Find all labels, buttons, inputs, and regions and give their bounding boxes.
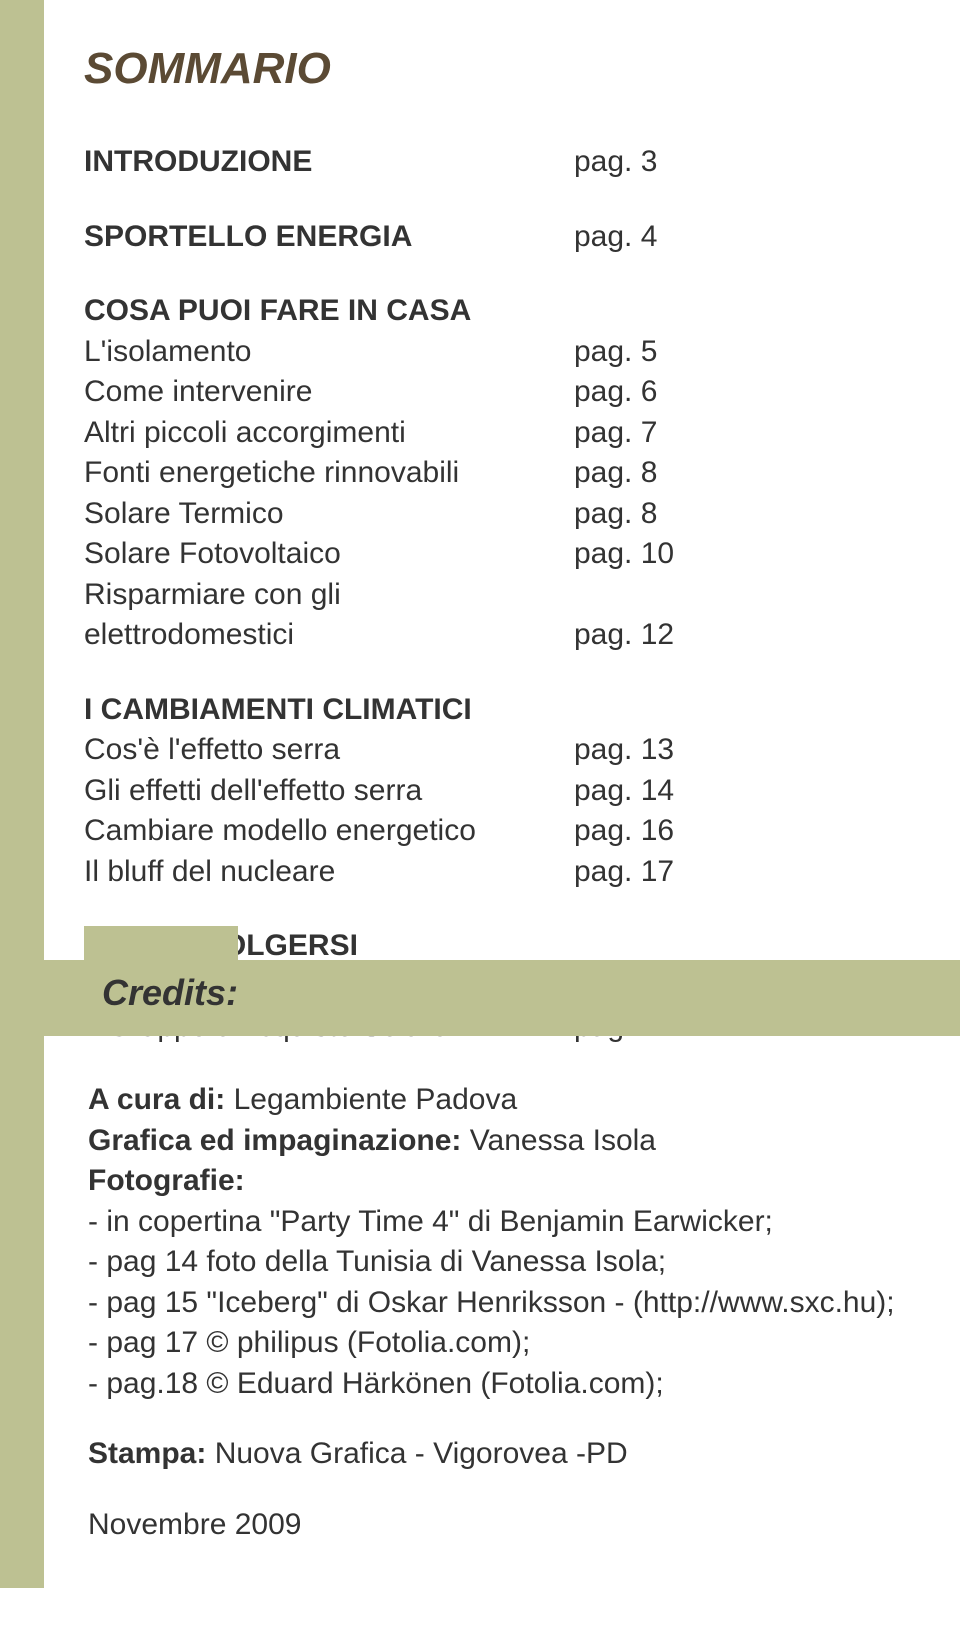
toc-row: INTRODUZIONE pag. 3 [84, 142, 920, 183]
toc-label: elettrodomestici [84, 615, 574, 656]
credits-line: - in copertina "Party Time 4" di Benjami… [88, 1202, 920, 1243]
toc-page: pag. 16 [574, 811, 674, 852]
toc-label: INTRODUZIONE [84, 142, 574, 183]
toc-page: pag. 8 [574, 494, 657, 535]
toc-label: I CAMBIAMENTI CLIMATICI [84, 690, 574, 731]
toc-row: Cos'è l'effetto serra pag. 13 [84, 730, 920, 771]
toc-row: Cambiare modello energetico pag. 16 [84, 811, 920, 852]
toc-page: pag. 12 [574, 615, 674, 656]
credits-line: A cura di: Legambiente Padova [88, 1080, 920, 1121]
toc-label: Risparmiare con gli [84, 575, 574, 616]
credits-line: Stampa: Nuova Grafica - Vigorovea -PD [88, 1434, 920, 1475]
toc-page: pag. 10 [574, 534, 674, 575]
toc-label: Gli effetti dell'effetto serra [84, 771, 574, 812]
toc-page: pag. 8 [574, 453, 657, 494]
toc-label: Fonti energetiche rinnovabili [84, 453, 574, 494]
toc-page: pag. 6 [574, 372, 657, 413]
credits-text: Vanessa Isola [470, 1124, 656, 1157]
toc-row: Risparmiare con gli [84, 575, 920, 616]
left-stripe [0, 0, 44, 1588]
gap [84, 183, 920, 217]
credits-bold: Stampa: [88, 1437, 215, 1470]
credits-line: - pag 15 "Iceberg" di Oskar Henriksson -… [88, 1283, 920, 1324]
toc-page: pag. 17 [574, 852, 674, 893]
toc-label: COSA PUOI FARE IN CASA [84, 291, 574, 332]
toc-row: SPORTELLO ENERGIA pag. 4 [84, 217, 920, 258]
page-title: SOMMARIO [84, 44, 920, 94]
credits-bold: A cura di: [88, 1083, 234, 1116]
toc-label: Solare Fotovoltaico [84, 534, 574, 575]
credits-heading: Credits: [102, 972, 238, 1014]
toc-page: pag. 4 [574, 217, 657, 258]
toc-row: Solare Fotovoltaico pag. 10 [84, 534, 920, 575]
toc-label: Solare Termico [84, 494, 574, 535]
credits-line: - pag 14 foto della Tunisia di Vanessa I… [88, 1242, 920, 1283]
toc-page: pag. 3 [574, 142, 657, 183]
credits-line: Fotografie: [88, 1161, 920, 1202]
toc-row: Il bluff del nucleare pag. 17 [84, 852, 920, 893]
toc-row: elettrodomestici pag. 12 [84, 615, 920, 656]
gap [84, 257, 920, 291]
toc-label: L'isolamento [84, 332, 574, 373]
toc-row: Fonti energetiche rinnovabili pag. 8 [84, 453, 920, 494]
toc-label: Il bluff del nucleare [84, 852, 574, 893]
gap [84, 656, 920, 690]
credits-bold: Grafica ed impaginazione: [88, 1124, 470, 1157]
toc-row: I CAMBIAMENTI CLIMATICI [84, 690, 920, 731]
credits-line: Grafica ed impaginazione: Vanessa Isola [88, 1121, 920, 1162]
toc-row: Altri piccoli accorgimenti pag. 7 [84, 413, 920, 454]
gap [88, 1475, 920, 1505]
toc-row: Come intervenire pag. 6 [84, 372, 920, 413]
gap [84, 892, 920, 926]
toc-page: pag. 13 [574, 730, 674, 771]
credits-section: Credits: A cura di: Legambiente Padova G… [44, 960, 960, 1545]
toc-label: Cos'è l'effetto serra [84, 730, 574, 771]
toc-page: pag. 5 [574, 332, 657, 373]
gap [88, 1404, 920, 1434]
toc-label: Altri piccoli accorgimenti [84, 413, 574, 454]
toc-row: Solare Termico pag. 8 [84, 494, 920, 535]
credits-tab [84, 926, 238, 960]
content-area: SOMMARIO INTRODUZIONE pag. 3 SPORTELLO E… [84, 44, 920, 1048]
page: SOMMARIO INTRODUZIONE pag. 3 SPORTELLO E… [0, 0, 960, 1643]
credits-header-bg: Credits: [44, 960, 960, 1036]
credits-body: A cura di: Legambiente Padova Grafica ed… [44, 1036, 960, 1545]
credits-line: - pag 17 © philipus (Fotolia.com); [88, 1323, 920, 1364]
toc-row: COSA PUOI FARE IN CASA [84, 291, 920, 332]
toc-row: Gli effetti dell'effetto serra pag. 14 [84, 771, 920, 812]
credits-line: - pag.18 © Eduard Härkönen (Fotolia.com)… [88, 1364, 920, 1405]
toc-label: Cambiare modello energetico [84, 811, 574, 852]
toc-label: SPORTELLO ENERGIA [84, 217, 574, 258]
toc-row: L'isolamento pag. 5 [84, 332, 920, 373]
credits-text: Legambiente Padova [234, 1083, 518, 1116]
credits-text: Nuova Grafica - Vigorovea -PD [215, 1437, 628, 1470]
toc-page: pag. 14 [574, 771, 674, 812]
toc-page: pag. 7 [574, 413, 657, 454]
credits-line: Novembre 2009 [88, 1505, 920, 1546]
toc-label: Come intervenire [84, 372, 574, 413]
